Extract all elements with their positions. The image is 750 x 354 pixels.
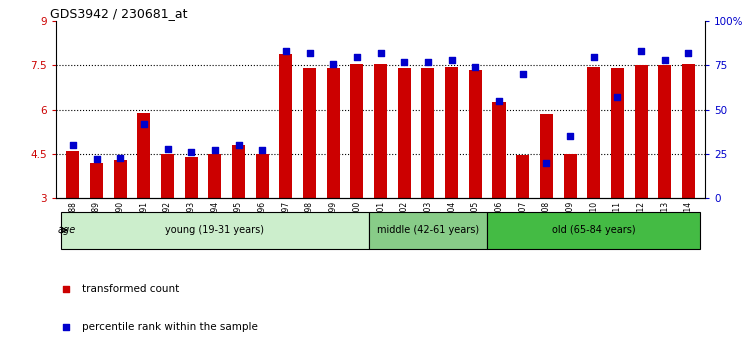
Point	[540, 160, 552, 166]
Point	[682, 50, 694, 56]
Point	[256, 148, 268, 153]
Point	[351, 54, 363, 59]
Bar	[516, 155, 530, 198]
Bar	[161, 154, 174, 198]
Bar	[350, 64, 364, 198]
Point	[232, 142, 244, 148]
Bar	[469, 70, 482, 198]
Point	[138, 121, 150, 127]
Bar	[184, 157, 198, 198]
Point	[588, 54, 600, 59]
Bar	[540, 114, 553, 198]
Bar	[90, 163, 103, 198]
Bar	[488, 212, 700, 249]
Text: transformed count: transformed count	[82, 284, 179, 294]
Point	[635, 48, 647, 54]
Text: middle (42-61 years): middle (42-61 years)	[377, 225, 479, 235]
Bar	[682, 64, 695, 198]
Bar	[66, 151, 80, 198]
Bar	[303, 68, 316, 198]
Point	[398, 59, 410, 65]
Bar	[422, 68, 434, 198]
Point	[60, 324, 72, 330]
Bar	[611, 68, 624, 198]
Bar	[232, 145, 245, 198]
Point	[470, 64, 482, 70]
Bar	[327, 68, 340, 198]
Point	[114, 155, 126, 160]
Bar	[369, 212, 488, 249]
Point	[304, 50, 316, 56]
Bar	[374, 64, 387, 198]
Point	[658, 57, 670, 63]
Point	[422, 59, 434, 65]
Bar	[634, 65, 647, 198]
Bar	[114, 160, 127, 198]
Bar	[587, 67, 600, 198]
Point	[493, 98, 505, 104]
Bar	[61, 212, 369, 249]
Text: old (65-84 years): old (65-84 years)	[552, 225, 635, 235]
Point	[517, 72, 529, 77]
Bar	[137, 113, 150, 198]
Text: age: age	[58, 225, 76, 235]
Bar	[209, 154, 221, 198]
Bar	[398, 68, 411, 198]
Point	[161, 146, 173, 152]
Text: young (19-31 years): young (19-31 years)	[166, 225, 265, 235]
Bar	[256, 154, 268, 198]
Bar	[563, 154, 577, 198]
Text: percentile rank within the sample: percentile rank within the sample	[82, 322, 258, 332]
Point	[564, 133, 576, 139]
Point	[375, 50, 387, 56]
Point	[91, 156, 103, 162]
Point	[185, 149, 197, 155]
Point	[446, 57, 458, 63]
Text: GDS3942 / 230681_at: GDS3942 / 230681_at	[50, 7, 188, 20]
Point	[611, 95, 623, 100]
Point	[209, 148, 221, 153]
Bar	[446, 67, 458, 198]
Point	[67, 142, 79, 148]
Bar	[280, 54, 292, 198]
Point	[60, 286, 72, 292]
Bar	[658, 65, 671, 198]
Bar	[493, 102, 506, 198]
Point	[280, 48, 292, 54]
Point	[327, 61, 339, 67]
